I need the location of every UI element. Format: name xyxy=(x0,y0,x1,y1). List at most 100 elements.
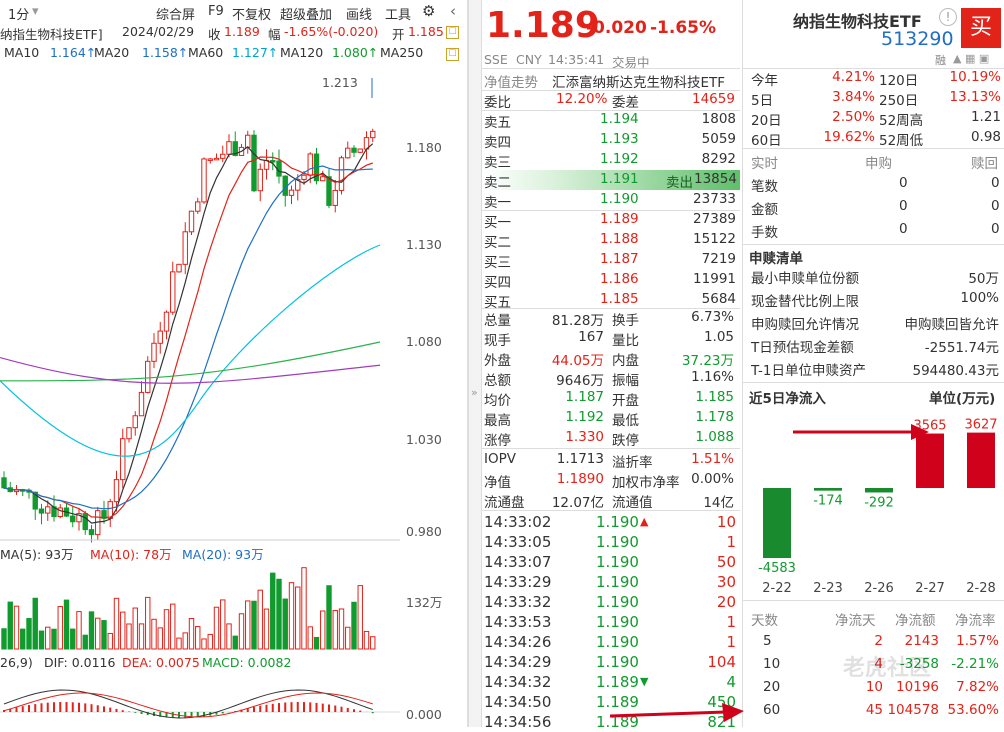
candle xyxy=(39,509,43,513)
expand-icon[interactable]: » xyxy=(471,386,478,399)
ask-price: 1.191 xyxy=(600,171,639,187)
kline-panel[interactable]: 1分 ▾ 综合屏 F9 不复权 超级叠加 画线 工具 ⚙ ‹ 纳指生物科技ETF… xyxy=(0,0,468,727)
bid-label: 买四 xyxy=(484,271,511,291)
up-arrow-icon: ▲ xyxy=(640,515,648,528)
macd-bar xyxy=(372,712,374,713)
net-value-label[interactable]: 净值走势 xyxy=(484,71,538,91)
flow-net-rate: 7.82% xyxy=(943,679,999,695)
redeem-row: T日预估现金差额-2551.74元 xyxy=(743,335,1004,355)
perf-label: 60日 xyxy=(751,129,782,149)
macd-bar xyxy=(103,706,105,712)
period-selector[interactable]: 1分 xyxy=(8,4,29,23)
candle xyxy=(202,159,206,202)
buy-button[interactable]: 买 xyxy=(961,8,1001,48)
macd-bar xyxy=(66,702,68,712)
flow-value-label: -4583 xyxy=(758,561,796,576)
iopv-label: 流通盘 xyxy=(484,491,525,511)
toolbar-item-overlay[interactable]: 超级叠加 xyxy=(280,4,332,23)
volume-bar xyxy=(114,598,118,649)
perf-value: 3.84% xyxy=(813,89,875,105)
macd-bar xyxy=(353,709,355,712)
kline-chart[interactable] xyxy=(0,64,468,724)
flow-net-days: 45 xyxy=(847,702,883,718)
tick-price: 1.190 xyxy=(596,593,639,611)
weibi-value: 12.20% xyxy=(556,91,607,107)
realtime-header: 实时 申购 赎回 xyxy=(743,151,1004,171)
lock-icon[interactable]: ☐ xyxy=(446,26,459,39)
realtime-subscribe: 0 xyxy=(899,198,908,214)
macd-bar xyxy=(72,702,74,712)
tick-time: 14:33:07 xyxy=(484,553,551,571)
toolbar-item-draw[interactable]: 画线 xyxy=(346,4,372,23)
macd-bar xyxy=(141,712,143,714)
toolbar-item-f9[interactable]: F9 xyxy=(208,4,224,19)
iopv-value: 1.51% xyxy=(666,451,734,467)
candle xyxy=(183,232,187,265)
volume-bar xyxy=(177,638,181,649)
realtime-redeem: 0 xyxy=(991,198,1000,214)
candle xyxy=(171,272,175,312)
tick-volume: 4 xyxy=(682,673,736,691)
info-icon[interactable]: ! xyxy=(939,8,957,26)
candle xyxy=(114,480,118,502)
volume-bar xyxy=(314,637,318,649)
volume-bar xyxy=(96,618,100,649)
ma10-value: 1.164↑ xyxy=(50,45,96,60)
panel-divider[interactable]: » xyxy=(468,0,482,727)
perf-label: 20日 xyxy=(751,109,782,129)
candle xyxy=(321,177,325,181)
ask-price: 1.193 xyxy=(600,131,639,147)
price-change: -0.020 xyxy=(586,18,647,38)
macd-bar xyxy=(122,710,124,712)
ma60-value: 1.127↑ xyxy=(232,45,278,60)
lock-icon[interactable]: ☐ xyxy=(446,48,459,61)
chevron-left-icon[interactable]: ‹ xyxy=(450,2,456,20)
volume-bar xyxy=(189,618,193,649)
realtime-label: 金额 xyxy=(751,198,778,218)
tick-volume: 1 xyxy=(682,633,736,651)
toolbar-icons[interactable]: ▲ ▦ ▣ xyxy=(953,52,1001,65)
flow-unit: 单位(万元) xyxy=(929,387,995,407)
toolbar-item-composite[interactable]: 综合屏 xyxy=(156,4,195,23)
candle xyxy=(221,154,225,158)
candle xyxy=(89,530,93,535)
net-value-row[interactable]: 净值走势 汇添富纳斯达克生物科技ETF xyxy=(482,70,740,90)
flow-net-amount: 2143 xyxy=(885,633,939,649)
macd-bar xyxy=(278,703,280,712)
volume-bar xyxy=(258,590,262,649)
candle xyxy=(133,416,137,428)
bid-label: 买二 xyxy=(484,231,511,251)
bid-price: 1.188 xyxy=(600,231,639,247)
volume-bar xyxy=(133,608,137,649)
gear-icon[interactable]: ⚙ xyxy=(422,2,435,20)
ma20-value: 1.158↑ xyxy=(142,45,188,60)
candle xyxy=(158,331,162,343)
macd-bar xyxy=(347,708,349,712)
macd-bar xyxy=(78,703,80,712)
candle xyxy=(258,169,262,190)
redeem-value: -2551.74元 xyxy=(843,336,999,356)
toolbar-item-no-adjust[interactable]: 不复权 xyxy=(232,4,271,23)
toolbar-item-tools[interactable]: 工具 xyxy=(385,4,411,23)
perf-value: 10.19% xyxy=(939,69,1001,85)
flow-col-net-days: 净流天 xyxy=(835,609,876,629)
volume-bar xyxy=(239,614,243,649)
period-chevron-icon[interactable]: ▾ xyxy=(32,4,39,19)
stat-label: 跌停 xyxy=(612,429,639,449)
